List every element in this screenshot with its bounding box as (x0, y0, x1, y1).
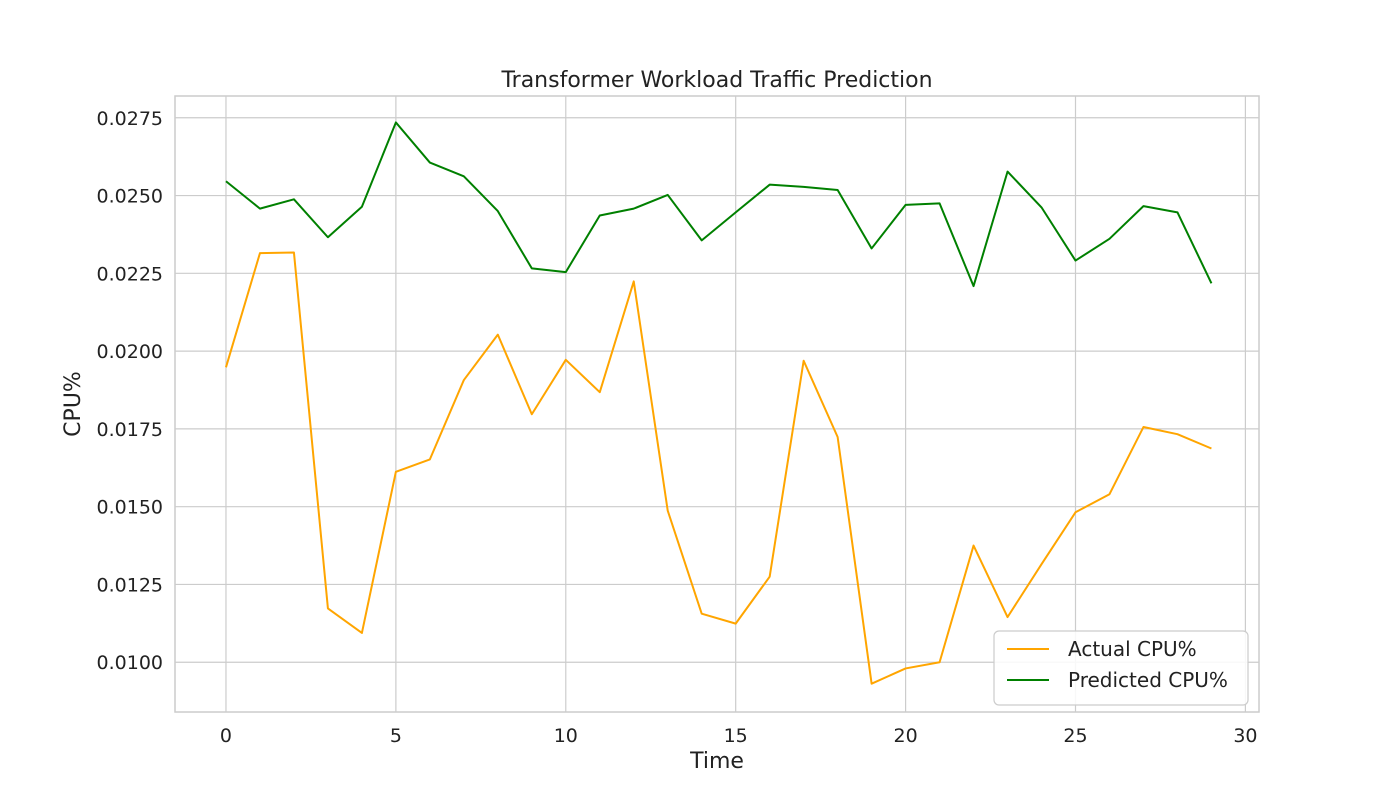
y-tick-label: 0.0150 (97, 497, 163, 519)
y-tick-label: 0.0275 (97, 108, 163, 130)
y-tick-label: 0.0175 (97, 419, 163, 441)
legend-box (993, 630, 1249, 706)
series-line-predicted (225, 121, 1213, 288)
y-tick-label: 0.0100 (97, 652, 163, 674)
plot-area-frame (174, 95, 1260, 713)
x-tick-label: 30 (1233, 725, 1257, 747)
y-tick-label: 0.0250 (97, 186, 163, 208)
y-axis-ticks: 0.0100 0.0125 0.0150 0.0175 0.0200 0.0225 0.02… (97, 108, 163, 674)
x-tick-label: 10 (554, 725, 578, 747)
grid-lines (175, 96, 1259, 712)
legend-label-actual: Actual CPU% (1068, 637, 1197, 661)
y-tick-label: 0.0200 (97, 341, 163, 363)
x-tick-label: 15 (724, 725, 748, 747)
y-axis-title: CPU% (61, 371, 86, 437)
y-tick-label: 0.0225 (97, 263, 163, 285)
x-tick-label: 25 (1063, 725, 1087, 747)
chart-title: Transformer Workload Traffic Prediction (500, 68, 932, 93)
legend-label-predicted: Predicted CPU% (1068, 668, 1228, 692)
x-tick-label: 5 (390, 725, 402, 747)
series-line-actual (225, 251, 1212, 685)
x-axis-title: Time (689, 749, 744, 774)
y-tick-label: 0.0125 (97, 574, 163, 596)
x-axis-ticks: 0 5 10 15 20 25 30 (220, 725, 1258, 747)
legend: Actual CPU% Predicted CPU% (993, 630, 1249, 706)
series-layer (225, 121, 1213, 685)
x-tick-label: 0 (220, 725, 232, 747)
x-tick-label: 20 (894, 725, 918, 747)
